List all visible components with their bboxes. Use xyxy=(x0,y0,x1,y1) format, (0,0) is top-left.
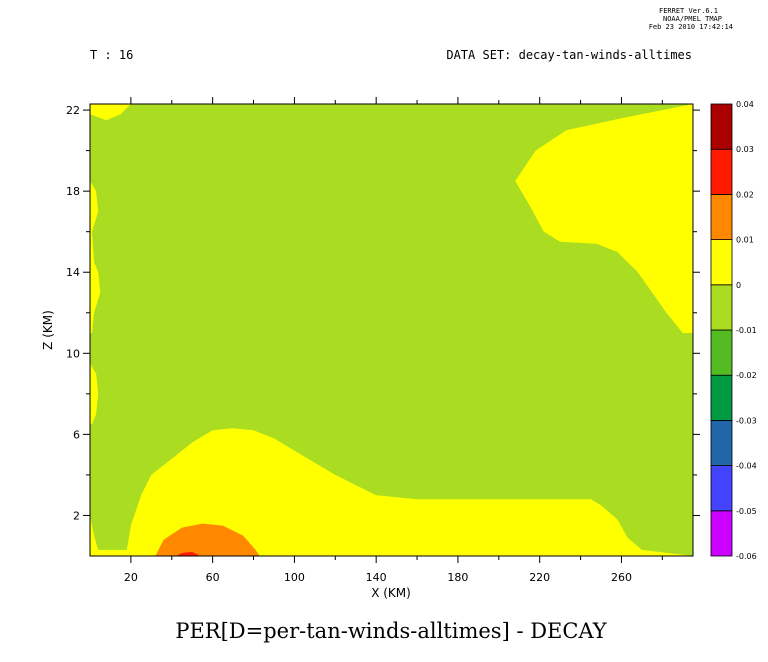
contour-region-4 xyxy=(90,363,99,425)
colorbar-label: 0.03 xyxy=(736,145,754,154)
dataset-label: DATA SET: decay-tan-winds-alltimes xyxy=(446,48,692,62)
chart-title: PER[D=per-tan-winds-alltimes] - DECAY xyxy=(175,619,607,643)
colorbar-label: -0.01 xyxy=(736,326,757,335)
y-tick-label-22: 22 xyxy=(66,104,80,117)
ferret-stamp-line2: NOAA/PMEL TMAP xyxy=(663,15,722,23)
colorbar-label: -0.04 xyxy=(736,462,757,471)
y-tick-label-18: 18 xyxy=(66,185,80,198)
x-tick-label-140: 140 xyxy=(366,571,387,584)
y-tick-label-6: 6 xyxy=(73,428,80,441)
x-axis-label: X (KM) xyxy=(371,586,411,600)
colorbar-swatch-8 xyxy=(710,148,733,195)
colorbar-swatch-1 xyxy=(710,465,733,512)
colorbar-swatch-9 xyxy=(710,103,733,150)
colorbar-swatch-7 xyxy=(710,193,733,240)
colorbar-swatch-6 xyxy=(710,239,733,286)
ferret-stamp-line3: Feb 23 2010 17:42:14 xyxy=(649,23,733,31)
colorbar-swatch-2 xyxy=(710,419,733,466)
colorbar-label: 0 xyxy=(736,281,741,290)
x-tick-label-260: 260 xyxy=(611,571,632,584)
x-tick-label-60: 60 xyxy=(206,571,220,584)
colorbar-label: -0.06 xyxy=(736,552,757,561)
axis-ticks: 20 60 100 140 180 220 260 2 6 10 14 18 22 xyxy=(66,97,700,584)
colorbar-label: 0.04 xyxy=(736,100,754,109)
ferret-stamp-line1: FERRET Ver.6.1 xyxy=(659,7,718,15)
colorbar-swatch-0 xyxy=(710,510,733,557)
x-tick-label-220: 220 xyxy=(529,571,550,584)
x-tick-label-100: 100 xyxy=(284,571,305,584)
colorbar-label: -0.05 xyxy=(736,507,757,516)
contour-region-2 xyxy=(90,428,693,556)
colorbar-swatch-5 xyxy=(710,284,733,331)
contour-region-5 xyxy=(90,104,131,121)
contour-region-1 xyxy=(515,104,693,333)
time-label: T : 16 xyxy=(90,48,133,62)
contour-region-7 xyxy=(175,551,201,556)
y-axis-label: Z (KM) xyxy=(41,310,55,350)
colorbar-label: 0.02 xyxy=(736,190,754,199)
colorbar-legend: 0.04 0.03 0.02 0.01 0 -0.01 -0.02 -0.03 -0.04 -0.… xyxy=(710,100,757,561)
y-tick-label-10: 10 xyxy=(66,347,80,360)
contour-region-3 xyxy=(90,104,101,333)
colorbar-label: 0.01 xyxy=(736,236,754,245)
x-tick-label-180: 180 xyxy=(447,571,468,584)
colorbar-swatch-4 xyxy=(710,329,733,376)
colorbar-label: -0.03 xyxy=(736,416,757,425)
contour-regions xyxy=(90,104,693,556)
colorbar-swatch-3 xyxy=(710,374,733,421)
contour-region-6 xyxy=(155,523,260,556)
plot-frame xyxy=(89,103,694,557)
y-tick-label-14: 14 xyxy=(66,266,80,279)
colorbar-label: -0.02 xyxy=(736,371,757,380)
x-tick-label-20: 20 xyxy=(124,571,138,584)
y-tick-label-2: 2 xyxy=(73,509,80,522)
